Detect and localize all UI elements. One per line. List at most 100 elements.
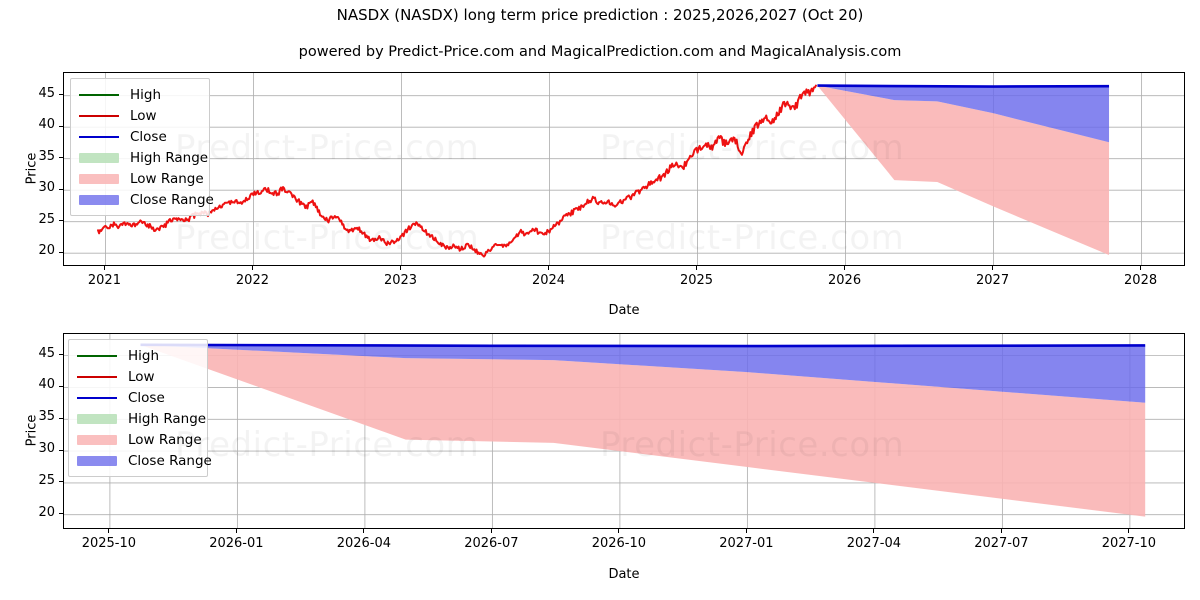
x-tick-label: 2026-07 <box>464 536 519 551</box>
y-tick-label: 35 <box>38 148 55 164</box>
bottom-legend-swatch-low-icon <box>75 370 119 384</box>
y-tickmark <box>59 385 63 387</box>
bottom-legend-label: High Range <box>128 410 207 427</box>
top-legend-swatch-low-icon <box>77 109 121 123</box>
top-legend-item-high[interactable]: High <box>77 84 201 105</box>
bottom-legend-item-high[interactable]: High <box>75 345 199 366</box>
x-tickmark <box>108 529 110 533</box>
y-tick-label: 25 <box>38 211 55 227</box>
close-forecast-line <box>817 84 1110 88</box>
x-tick-label: 2027 <box>976 273 1010 288</box>
y-tick-label: 25 <box>38 472 55 488</box>
y-tick-label: 45 <box>38 85 55 101</box>
y-tickmark <box>59 157 63 159</box>
y-tick-label: 20 <box>38 504 55 520</box>
top-legend-swatch-high-range-icon <box>77 151 121 165</box>
x-tickmark <box>844 266 846 270</box>
low-range-band <box>140 344 1146 517</box>
y-tick-label: 40 <box>38 377 55 393</box>
x-tick-label: 2025-10 <box>81 536 137 551</box>
x-tickmark <box>103 266 105 270</box>
y-tick-label: 20 <box>38 243 55 259</box>
close-range-band <box>817 85 1110 143</box>
bottom-legend-label: Close <box>128 389 165 406</box>
top-legend-swatch-close-range-icon <box>77 193 121 207</box>
top-legend-item-close[interactable]: Close <box>77 126 201 147</box>
bottom-legend-label: Low Range <box>128 431 202 448</box>
y-tick-label: 40 <box>38 117 55 133</box>
x-tick-label: 2027-01 <box>719 536 774 551</box>
y-tickmark <box>59 125 63 127</box>
x-tick-label: 2027-04 <box>846 536 902 551</box>
bottom-plot-area <box>63 333 1185 529</box>
top-legend-label: Low Range <box>130 170 204 187</box>
bottom-legend-item-close[interactable]: Close <box>75 387 199 408</box>
bottom-legend-swatch-high-range-icon <box>75 412 119 426</box>
top-legend-swatch-high-icon <box>77 88 121 102</box>
bottom-legend-item-high-range[interactable]: High Range <box>75 408 206 429</box>
bottom-y-axis-label: Price <box>24 414 40 447</box>
bottom-legend-label: High <box>128 347 160 364</box>
y-tickmark <box>59 220 63 222</box>
x-tick-label: 2021 <box>87 273 121 288</box>
x-tickmark <box>1128 529 1130 533</box>
x-tickmark <box>873 529 875 533</box>
close-forecast-line <box>140 343 1146 348</box>
y-tickmark <box>59 449 63 451</box>
x-tick-label: 2027-10 <box>1101 536 1157 551</box>
bottom-plot-svg <box>64 334 1184 528</box>
x-tick-label: 2028 <box>1124 273 1158 288</box>
top-legend-label: Low <box>130 107 157 124</box>
close-range-band <box>140 344 1146 403</box>
top-legend-label: Close <box>130 128 167 145</box>
bottom-legend-item-close-range[interactable]: Close Range <box>75 450 212 471</box>
top-legend-swatch-low-range-icon <box>77 172 121 186</box>
x-tickmark <box>490 529 492 533</box>
top-legend: High Low Close High Range Low Range Close Ran… <box>70 78 214 216</box>
x-tick-label: 2025 <box>679 273 714 288</box>
low-range-band <box>817 85 1110 256</box>
top-y-axis-label: Price <box>24 152 40 185</box>
top-plot-svg <box>64 73 1184 265</box>
top-x-axis-label: Date <box>608 303 640 318</box>
x-tick-label: 2026-04 <box>336 536 392 551</box>
bottom-legend-item-low-range[interactable]: Low Range <box>75 429 202 450</box>
y-tick-label: 45 <box>38 345 55 361</box>
x-tickmark <box>251 266 253 270</box>
bottom-legend-item-low[interactable]: Low <box>75 366 199 387</box>
x-tick-label: 2026-01 <box>209 536 264 551</box>
top-chart-axes <box>63 72 1185 266</box>
top-legend-label: High <box>130 86 162 103</box>
bottom-legend-swatch-low-range-icon <box>75 433 119 447</box>
y-tickmark <box>59 481 63 483</box>
bottom-legend-swatch-close-range-icon <box>75 454 119 468</box>
y-tickmark <box>59 251 63 253</box>
x-tick-label: 2022 <box>235 273 269 288</box>
x-tick-label: 2023 <box>383 273 418 288</box>
x-tickmark <box>548 266 549 270</box>
x-tickmark <box>1140 266 1142 270</box>
top-legend-swatch-close-icon <box>77 130 121 144</box>
bottom-legend-label: Close Range <box>128 452 212 469</box>
y-tickmark <box>59 417 63 419</box>
bottom-legend-swatch-high-icon <box>75 349 119 363</box>
bottom-legend: High Low Close High Range Low Range Close Ran… <box>68 339 212 477</box>
x-tick-label: 2027-07 <box>974 536 1029 551</box>
y-tick-label: 30 <box>38 441 55 457</box>
y-tickmark <box>59 513 63 515</box>
x-tick-label: 2024 <box>531 273 566 288</box>
bottom-x-axis-label: Date <box>608 567 640 582</box>
top-legend-item-close-range[interactable]: Close Range <box>77 189 214 210</box>
bottom-legend-swatch-close-icon <box>75 391 119 405</box>
x-tickmark <box>1000 529 1002 533</box>
page-title: NASDX (NASDX) long term price prediction… <box>336 6 864 24</box>
y-tickmark <box>59 94 63 96</box>
history-low-line <box>97 84 817 258</box>
y-tickmark <box>59 354 63 356</box>
x-tickmark <box>618 529 620 533</box>
top-legend-item-low[interactable]: Low <box>77 105 201 126</box>
top-legend-item-high-range[interactable]: High Range <box>77 147 208 168</box>
top-legend-item-low-range[interactable]: Low Range <box>77 168 204 189</box>
x-tickmark <box>363 529 365 533</box>
